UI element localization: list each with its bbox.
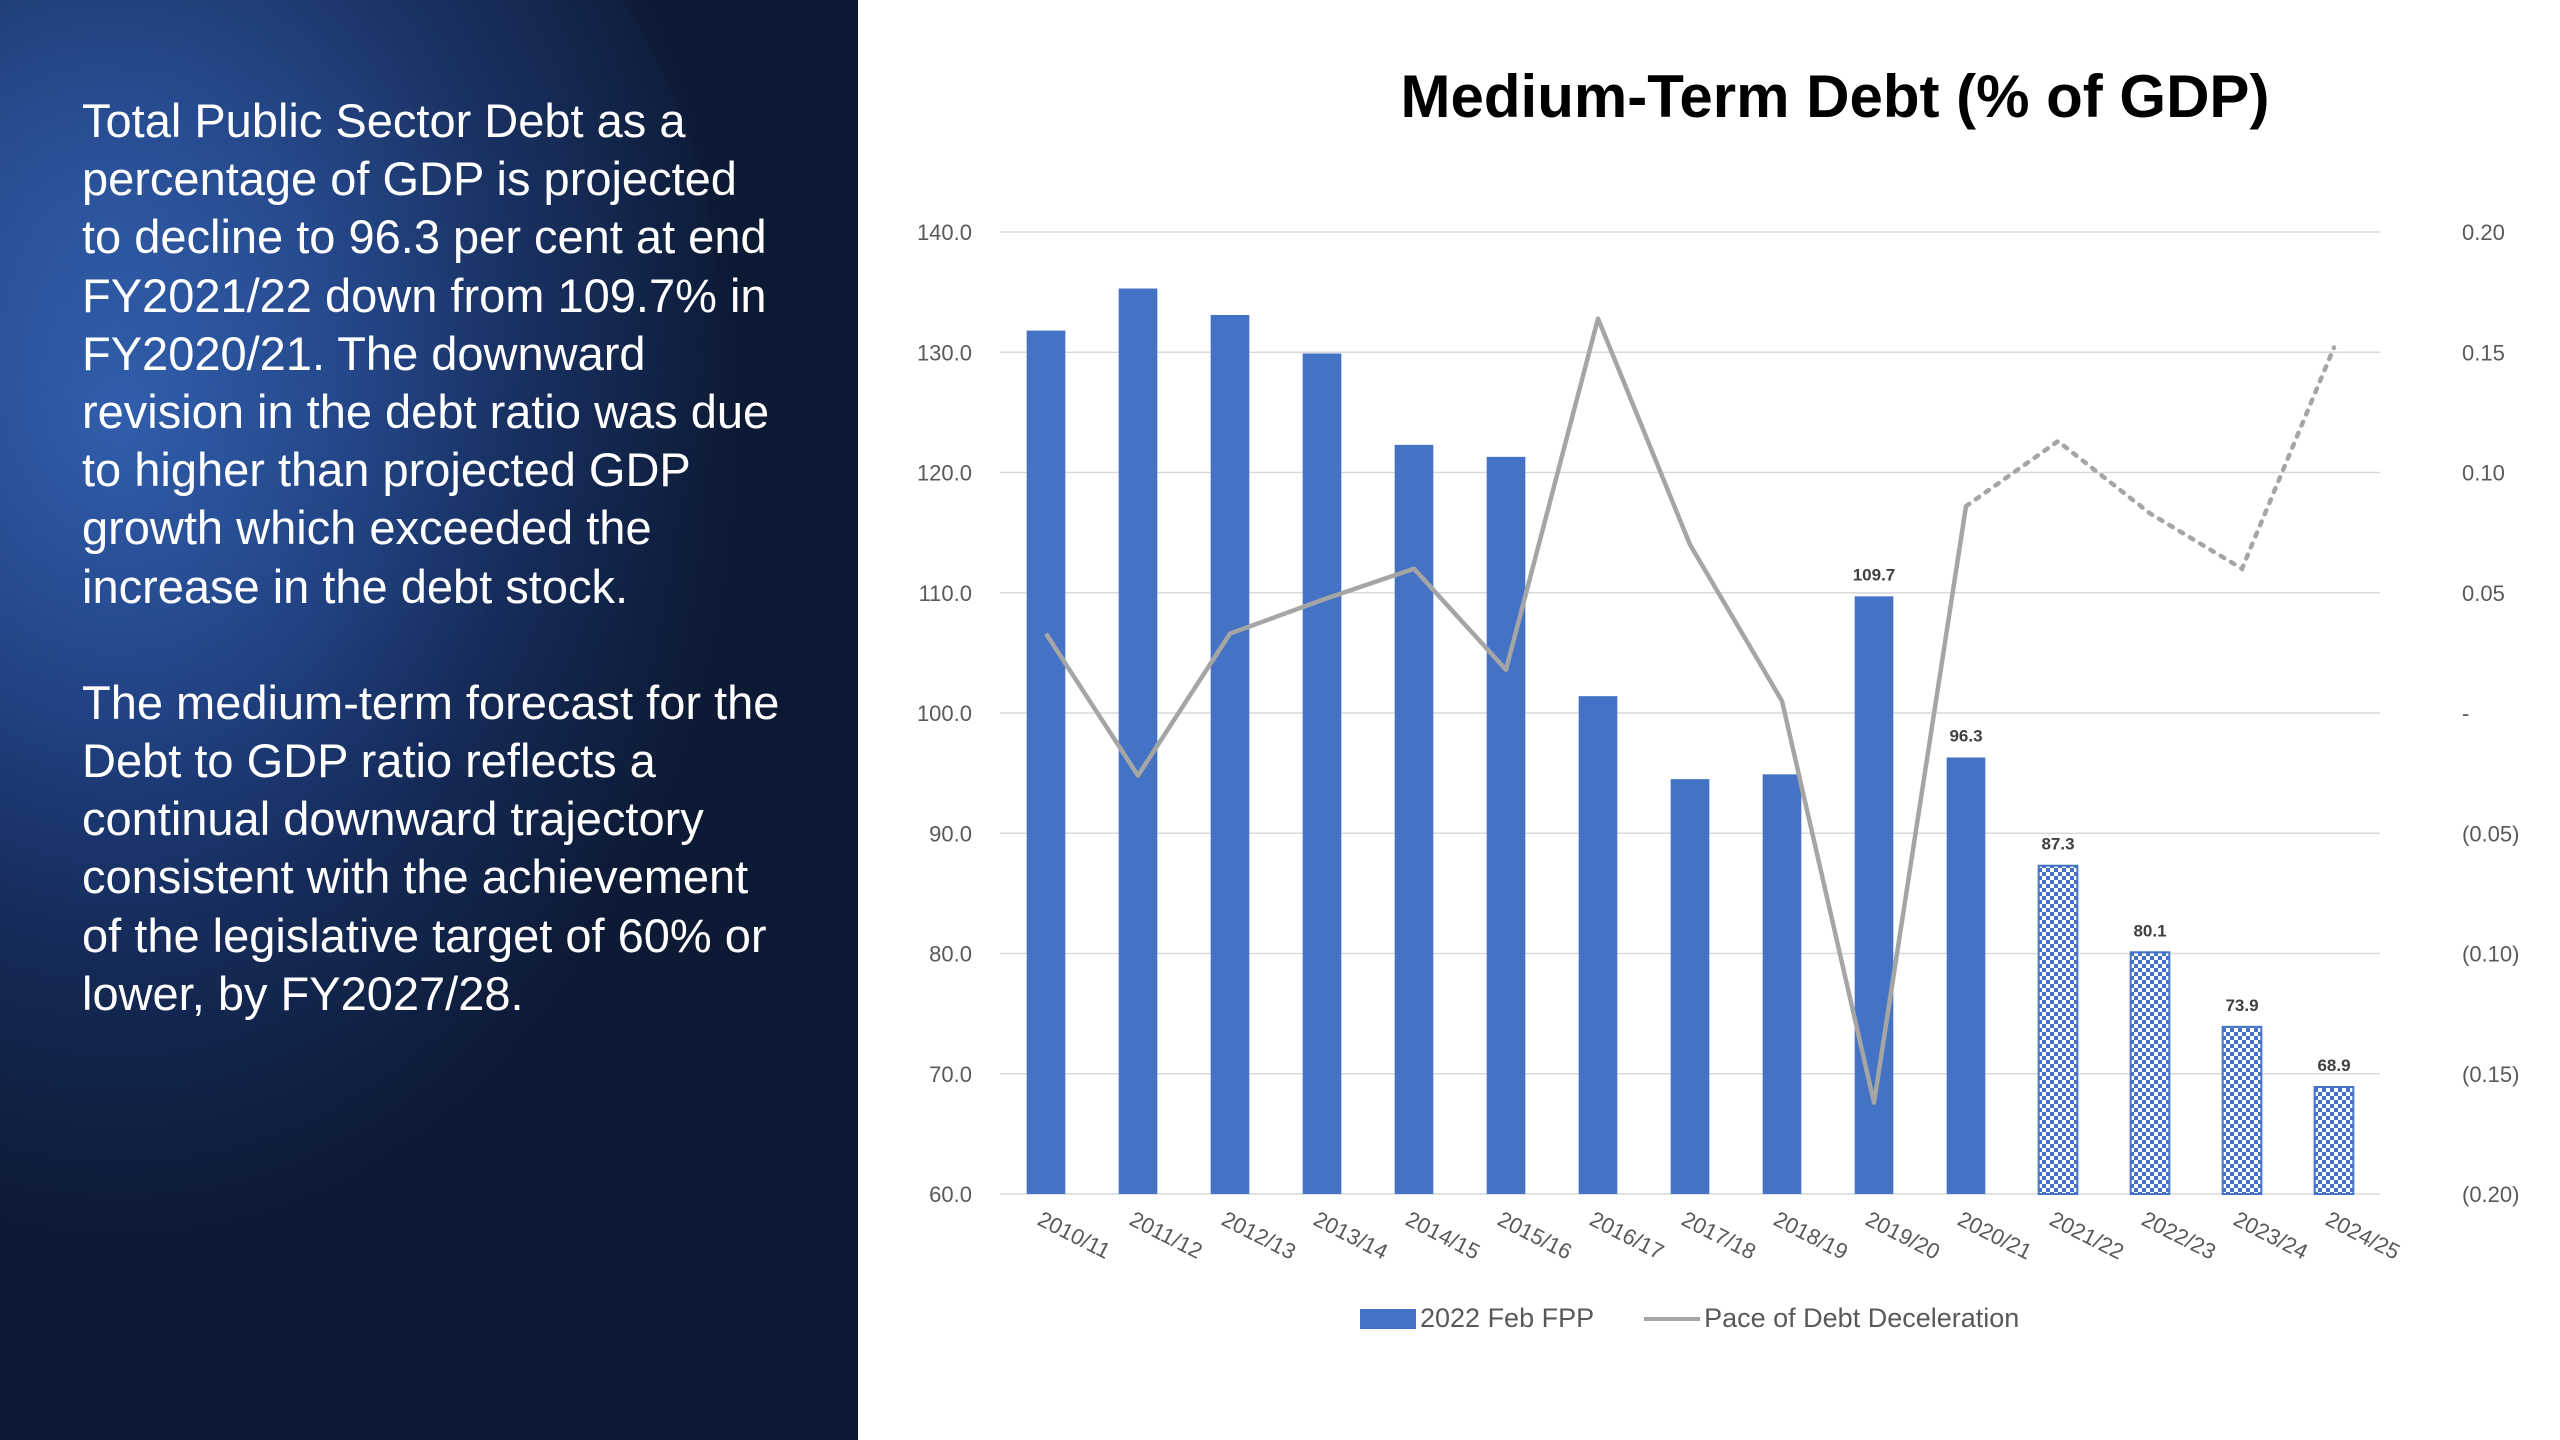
x-tick-label: 2023/24 xyxy=(2230,1206,2312,1264)
y-left-tick-label: 70.0 xyxy=(929,1062,972,1087)
y-left-tick-label: 60.0 xyxy=(929,1182,972,1207)
bar-data-label: 80.1 xyxy=(2133,921,2166,940)
summary-text: Total Public Sector Debt as a percentage… xyxy=(82,92,782,1081)
debt-bar xyxy=(2313,1085,2355,1196)
x-tick-label: 2021/22 xyxy=(2046,1206,2128,1264)
y-left-tick-label: 130.0 xyxy=(917,340,972,365)
bar-data-label: 109.7 xyxy=(1853,565,1896,584)
bar-data-label: 96.3 xyxy=(1949,726,1982,745)
legend-label-bar: 2022 Feb FPP xyxy=(1420,1303,1595,1333)
pace-line-actual xyxy=(1044,316,1969,1105)
chart-title: Medium-Term Debt (% of GDP) xyxy=(1400,63,2270,130)
debt-bar xyxy=(1762,774,1802,1194)
y-right-tick-label: (0.05) xyxy=(2462,821,2519,846)
x-tick-label: 2012/13 xyxy=(1218,1206,1300,1264)
debt-bar xyxy=(2037,864,2079,1196)
legend-label-line: Pace of Debt Deceleration xyxy=(1704,1303,2020,1333)
x-tick-label: 2020/21 xyxy=(1954,1206,2036,1264)
x-tick-label: 2017/18 xyxy=(1678,1206,1760,1264)
bar-data-label: 73.9 xyxy=(2225,996,2258,1015)
left-text-panel: Total Public Sector Debt as a percentage… xyxy=(0,0,858,1440)
debt-bar xyxy=(1946,757,1986,1194)
chart-legend: 2022 Feb FPP Pace of Debt Deceleration xyxy=(1360,1303,2019,1334)
x-tick-label: 2011/12 xyxy=(1126,1206,1207,1264)
y-right-tick-label: 0.10 xyxy=(2462,461,2505,486)
x-tick-label: 2013/14 xyxy=(1310,1206,1392,1264)
legend-swatch-bar xyxy=(1360,1308,1416,1329)
x-tick-label: 2024/25 xyxy=(2322,1206,2404,1264)
debt-chart: 60.0 70.0 80.0 90.0 100.0 110.0 120.0 130.0 140.… xyxy=(917,220,2520,1265)
x-tick-label: 2010/11 xyxy=(1034,1206,1115,1264)
debt-bar xyxy=(1210,314,1250,1194)
x-tick-label: 2015/16 xyxy=(1494,1206,1576,1264)
x-tick-label: 2016/17 xyxy=(1586,1206,1668,1264)
debt-bar xyxy=(2221,1025,2263,1196)
y-right-tick-label: 0.15 xyxy=(2462,340,2505,365)
y-left-tick-label: 100.0 xyxy=(917,701,972,726)
bar-data-label: 68.9 xyxy=(2317,1056,2350,1075)
y-left-tick-label: 110.0 xyxy=(919,581,972,606)
y-right-tick-label: - xyxy=(2462,701,2469,726)
x-tick-label: 2014/15 xyxy=(1402,1206,1484,1264)
bar-data-label: 87.3 xyxy=(2041,835,2074,854)
debt-bar xyxy=(1394,444,1434,1194)
debt-bar xyxy=(1026,330,1066,1195)
summary-paragraph-2: The medium-term forecast for the Debt to… xyxy=(82,675,780,1020)
summary-paragraph-1: Total Public Sector Debt as a percentage… xyxy=(82,94,770,613)
y-left-tick-label: 140.0 xyxy=(917,220,972,245)
debt-bar xyxy=(1578,696,1618,1194)
debt-bar xyxy=(1118,288,1158,1195)
y-left-tick-label: 80.0 xyxy=(929,942,972,967)
debt-bar xyxy=(1302,353,1342,1194)
y-right-tick-label: 0.05 xyxy=(2462,581,2505,606)
y-right-tick-label: (0.10) xyxy=(2462,942,2519,967)
x-tick-label: 2019/20 xyxy=(1862,1206,1944,1264)
x-tick-label: 2018/19 xyxy=(1770,1206,1852,1264)
x-tick-label: 2022/23 xyxy=(2138,1206,2220,1264)
debt-bar xyxy=(1670,779,1710,1194)
y-right-tick-label: (0.20) xyxy=(2462,1182,2519,1207)
debt-bar xyxy=(2129,951,2171,1195)
y-left-tick-label: 120.0 xyxy=(917,461,972,486)
y-right-tick-label: (0.15) xyxy=(2462,1062,2519,1087)
pace-line-projected xyxy=(1963,345,2337,572)
y-right-tick-label: 0.20 xyxy=(2462,220,2505,245)
debt-bar xyxy=(1486,456,1526,1194)
y-left-tick-label: 90.0 xyxy=(929,821,972,846)
legend-swatch-line xyxy=(1644,1316,1701,1321)
